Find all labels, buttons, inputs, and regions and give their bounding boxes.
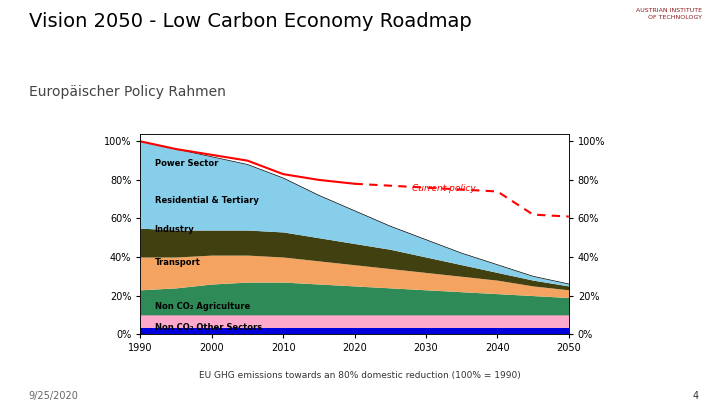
- Text: Power Sector: Power Sector: [155, 159, 218, 168]
- Text: EU GHG emissions towards an 80% domestic reduction (100% = 1990): EU GHG emissions towards an 80% domestic…: [199, 371, 521, 379]
- Text: Vision 2050 - Low Carbon Economy Roadmap: Vision 2050 - Low Carbon Economy Roadmap: [29, 12, 472, 31]
- Text: 4: 4: [692, 391, 698, 401]
- Text: Transport: Transport: [155, 258, 201, 266]
- Text: Europäischer Policy Rahmen: Europäischer Policy Rahmen: [29, 85, 225, 99]
- Text: Industry: Industry: [155, 225, 194, 234]
- Text: 9/25/2020: 9/25/2020: [29, 391, 78, 401]
- Text: Non CO₂ Other Sectors: Non CO₂ Other Sectors: [155, 323, 262, 332]
- Text: Current policy: Current policy: [412, 185, 475, 194]
- Text: Non CO₂ Agriculture: Non CO₂ Agriculture: [155, 302, 250, 311]
- Text: Residential & Tertiary: Residential & Tertiary: [155, 196, 258, 205]
- Text: AUSTRIAN INSTITUTE
OF TECHNOLOGY: AUSTRIAN INSTITUTE OF TECHNOLOGY: [636, 8, 702, 20]
